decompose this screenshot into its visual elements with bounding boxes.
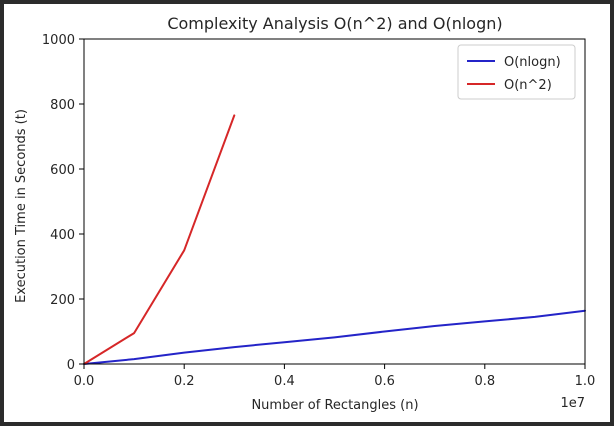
x-tick-label: 0.2: [174, 374, 195, 389]
x-tick-label: 0.6: [374, 374, 395, 389]
axes-frame: [83, 38, 586, 365]
y-tick-label: 800: [50, 98, 75, 113]
y-axis-label: Execution Time in Seconds (t): [14, 109, 29, 303]
x-axis-label: Number of Rectangles (n): [251, 398, 418, 413]
y-tick-label: 1000: [42, 33, 75, 48]
x-tick-label: 0.0: [74, 374, 95, 389]
series-line-0: [83, 309, 586, 365]
x-tick-label: 1.0: [575, 374, 596, 389]
chart-figure: Complexity Analysis O(n^2) and O(nlogn) …: [4, 4, 610, 422]
x-tick-label: 0.4: [274, 374, 295, 389]
x-axis-offset-label: 1e7: [560, 396, 585, 411]
y-tick-label: 0: [67, 358, 75, 373]
plot-area: 0.0 0.2 0.4 0.6 0.8 1.0 0 200 400 600 800 1000: [42, 33, 595, 389]
chart-svg: Complexity Analysis O(n^2) and O(nlogn) …: [14, 14, 595, 413]
legend-label-0: O(nlogn): [504, 55, 561, 70]
legend-box: [457, 44, 576, 100]
chart-title: Complexity Analysis O(n^2) and O(nlogn): [167, 14, 502, 33]
x-tick-label: 0.8: [474, 374, 495, 389]
y-tick-label: 600: [50, 163, 75, 178]
legend-label-1: O(n^2): [504, 78, 552, 93]
legend: O(nlogn) O(n^2): [457, 44, 576, 100]
y-tick-label: 400: [50, 228, 75, 243]
series-line-1: [83, 114, 236, 365]
y-tick-label: 200: [50, 293, 75, 308]
